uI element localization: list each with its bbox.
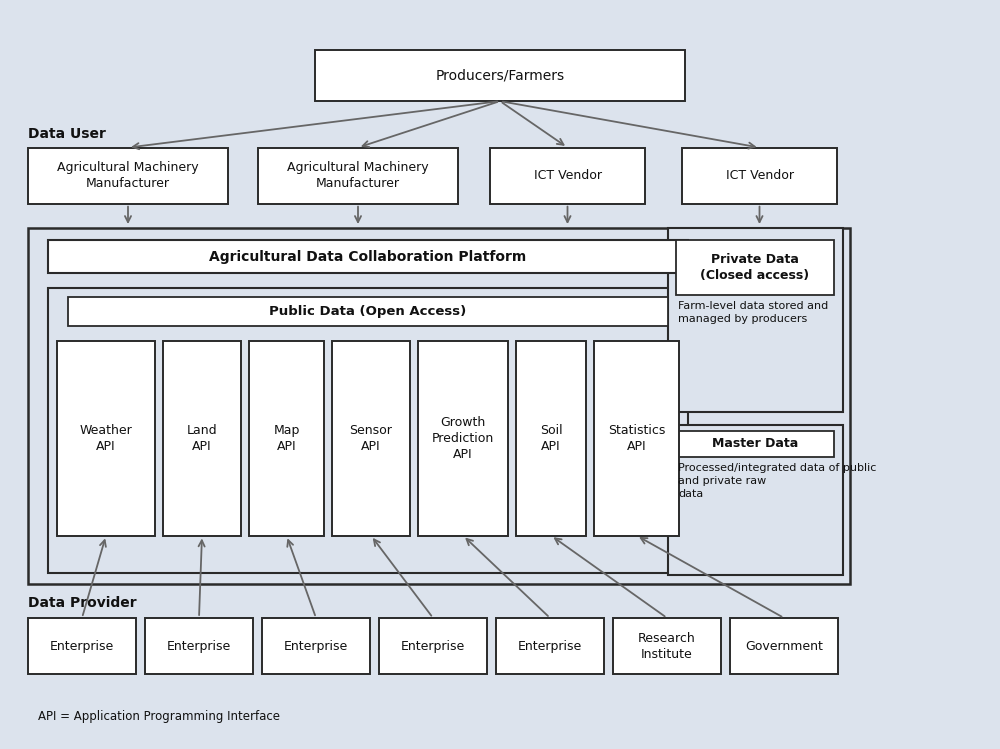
Text: Producers/Farmers: Producers/Farmers bbox=[435, 69, 565, 82]
Bar bbox=[28, 148, 228, 204]
Bar bbox=[57, 341, 155, 536]
Text: Government: Government bbox=[745, 640, 823, 652]
Text: Enterprise: Enterprise bbox=[518, 640, 582, 652]
Text: Agricultural Machinery
Manufacturer: Agricultural Machinery Manufacturer bbox=[57, 161, 199, 190]
Text: Sensor
API: Sensor API bbox=[350, 424, 392, 452]
Bar bbox=[48, 240, 688, 273]
Text: Growth
Prediction
API: Growth Prediction API bbox=[432, 416, 494, 461]
Text: ICT Vendor: ICT Vendor bbox=[726, 169, 794, 182]
Bar bbox=[668, 228, 843, 412]
Text: Processed/integrated data of public
and private raw
data: Processed/integrated data of public and … bbox=[678, 463, 876, 500]
Text: Soil
API: Soil API bbox=[540, 424, 562, 452]
Bar bbox=[682, 148, 837, 204]
Text: Agricultural Machinery
Manufacturer: Agricultural Machinery Manufacturer bbox=[287, 161, 429, 190]
Text: Map
API: Map API bbox=[273, 424, 300, 452]
Text: Public Data (Open Access): Public Data (Open Access) bbox=[269, 305, 467, 318]
Bar bbox=[28, 618, 136, 674]
Bar bbox=[676, 431, 834, 457]
Bar bbox=[490, 148, 645, 204]
Text: Enterprise: Enterprise bbox=[50, 640, 114, 652]
Text: ICT Vendor: ICT Vendor bbox=[534, 169, 602, 182]
Text: API = Application Programming Interface: API = Application Programming Interface bbox=[38, 710, 280, 723]
Bar bbox=[516, 341, 586, 536]
Bar bbox=[613, 618, 721, 674]
Bar bbox=[496, 618, 604, 674]
Bar bbox=[379, 618, 487, 674]
Bar bbox=[594, 341, 679, 536]
Bar bbox=[262, 618, 370, 674]
Text: Data User: Data User bbox=[28, 127, 106, 141]
Bar bbox=[145, 618, 253, 674]
Bar bbox=[668, 425, 843, 575]
Bar bbox=[332, 341, 410, 536]
Bar bbox=[730, 618, 838, 674]
Text: Enterprise: Enterprise bbox=[401, 640, 465, 652]
Bar bbox=[249, 341, 324, 536]
Text: Enterprise: Enterprise bbox=[167, 640, 231, 652]
Bar bbox=[418, 341, 508, 536]
Bar bbox=[28, 228, 850, 584]
Text: Enterprise: Enterprise bbox=[284, 640, 348, 652]
Text: Agricultural Data Collaboration Platform: Agricultural Data Collaboration Platform bbox=[209, 250, 527, 264]
Text: Land
API: Land API bbox=[187, 424, 217, 452]
Text: Statistics
API: Statistics API bbox=[608, 424, 665, 452]
Text: Master Data: Master Data bbox=[712, 437, 798, 450]
Bar bbox=[315, 50, 685, 101]
Bar bbox=[163, 341, 241, 536]
Bar bbox=[48, 288, 688, 573]
Text: Data Provider: Data Provider bbox=[28, 596, 137, 610]
Text: Weather
API: Weather API bbox=[80, 424, 132, 452]
Bar bbox=[258, 148, 458, 204]
Bar bbox=[676, 240, 834, 295]
Text: Private Data
(Closed access): Private Data (Closed access) bbox=[700, 253, 810, 282]
Bar bbox=[68, 297, 668, 326]
Text: Farm-level data stored and
managed by producers: Farm-level data stored and managed by pr… bbox=[678, 301, 828, 324]
Text: Research
Institute: Research Institute bbox=[638, 631, 696, 661]
